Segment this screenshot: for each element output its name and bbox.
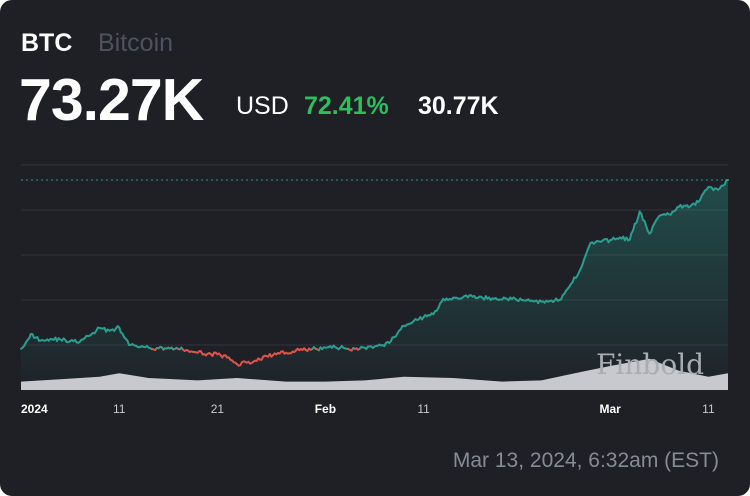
price-line-segment	[632, 223, 636, 232]
x-tick-label: Feb	[315, 402, 336, 416]
price-line-segment	[628, 232, 633, 241]
timestamp: Mar 13, 2024, 6:32am (EST)	[452, 449, 719, 472]
price-line-segment	[640, 212, 644, 221]
volume-area	[21, 358, 728, 390]
absolute-change: 30.77K	[418, 92, 499, 120]
asset-name: Bitcoin	[98, 29, 174, 57]
price-area	[21, 180, 728, 390]
x-tick-label: 21	[211, 402, 225, 416]
x-tick-label: 11	[113, 402, 126, 416]
watermark: Finbold	[596, 348, 704, 381]
percent-change: 72.41%	[304, 92, 389, 120]
x-tick-label: 2024	[21, 402, 48, 416]
currency-label: USD	[236, 92, 289, 120]
x-tick-label: 11	[702, 402, 715, 416]
ticker-symbol: BTC	[21, 29, 73, 57]
x-tick-label: 11	[417, 402, 430, 416]
current-price: 73.27K	[19, 67, 204, 133]
x-tick-label: Mar	[600, 402, 622, 416]
